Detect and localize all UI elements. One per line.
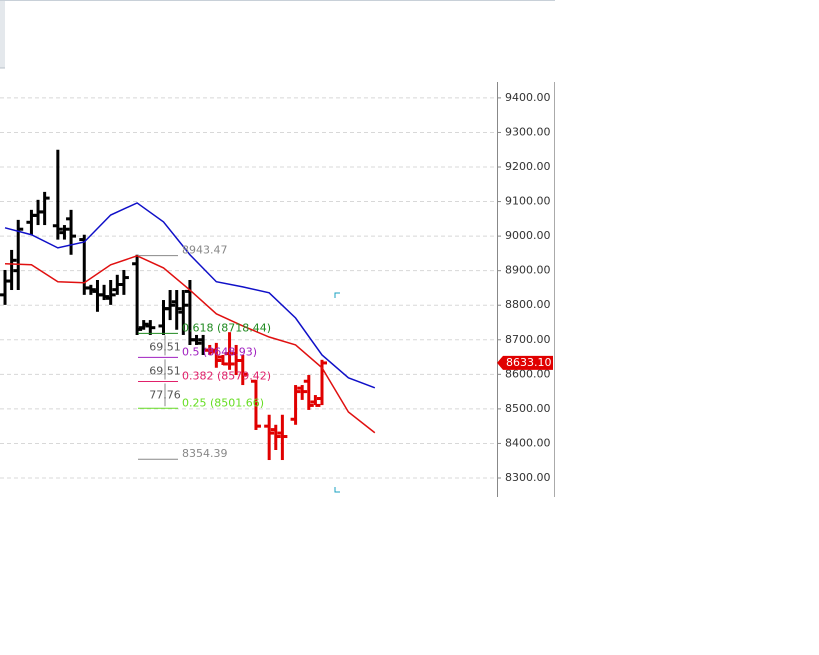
- y-tick-label: 9400.00: [505, 91, 551, 104]
- fib-label: 0.618 (8718.44): [182, 321, 271, 334]
- y-tick-label: 8600.00: [505, 367, 551, 380]
- last-price-tag: [497, 355, 553, 370]
- panel-edge: [0, 1, 5, 68]
- y-tick-label: 8400.00: [505, 436, 551, 449]
- moving-average: [4, 202, 376, 389]
- y-tick-label: 8700.00: [505, 333, 551, 346]
- fib-label: 0.382 (8579.42): [182, 369, 271, 382]
- fib-label: 0.5 (8648.93): [182, 345, 257, 358]
- fib-distance: 69.51: [149, 340, 181, 353]
- y-tick-label: 8500.00: [505, 402, 551, 415]
- y-tick-label: 9100.00: [505, 195, 551, 208]
- fib-distance: 77.76: [149, 388, 181, 401]
- fib-label: 8943.47: [182, 244, 228, 257]
- y-tick-label: 9200.00: [505, 160, 551, 173]
- moving-average: [4, 255, 376, 434]
- y-tick-label: 8300.00: [505, 471, 551, 484]
- y-tick-label: 8800.00: [505, 298, 551, 311]
- corner-marker: [334, 487, 340, 493]
- last-price-label: 8633.10: [506, 356, 552, 369]
- fib-distance: 69.51: [149, 364, 181, 377]
- fib-label: 0.25 (8501.66): [182, 396, 264, 409]
- y-tick-label: 9300.00: [505, 125, 551, 138]
- y-tick-label: 8900.00: [505, 264, 551, 277]
- y-tick-label: 9000.00: [505, 229, 551, 242]
- fib-label: 8354.39: [182, 447, 228, 460]
- corner-marker: [334, 292, 340, 298]
